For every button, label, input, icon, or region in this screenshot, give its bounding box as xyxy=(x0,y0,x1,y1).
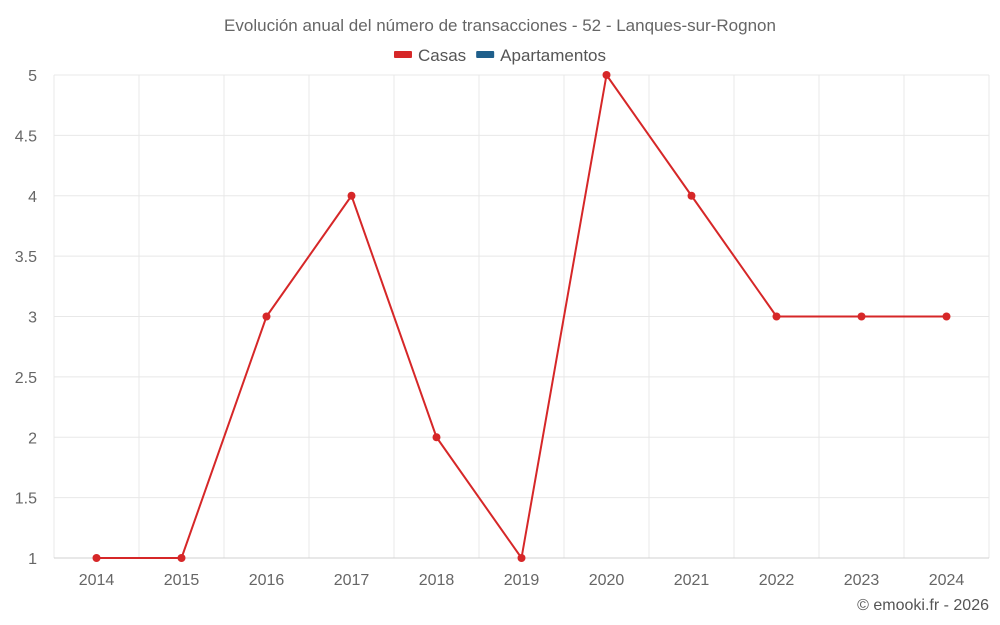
x-tick-label: 2020 xyxy=(589,572,625,589)
y-tick-label: 3 xyxy=(28,310,37,327)
y-tick-label: 1.5 xyxy=(15,491,37,508)
legend-swatch xyxy=(476,51,495,58)
x-tick-label: 2018 xyxy=(419,572,455,589)
x-tick-label: 2014 xyxy=(79,572,115,589)
x-tick-label: 2023 xyxy=(844,572,880,589)
y-tick-label: 2 xyxy=(28,430,37,447)
legend-label: Apartamentos xyxy=(500,46,606,65)
credit-text: © emooki.fr - 2026 xyxy=(857,597,989,614)
legend-item-apartamentos[interactable]: Apartamentos xyxy=(476,46,606,65)
y-axis-ticks: 1 1.5 2 2.5 3 3.5 4 4.5 5 xyxy=(15,68,37,568)
x-tick-label: 2019 xyxy=(504,572,540,589)
y-tick-label: 1 xyxy=(28,551,37,568)
chart-title: Evolución anual del número de transaccio… xyxy=(224,16,776,35)
data-point[interactable] xyxy=(772,312,781,321)
y-tick-label: 4.5 xyxy=(15,128,37,145)
data-point[interactable] xyxy=(942,312,951,321)
y-tick-label: 4 xyxy=(28,189,37,206)
y-tick-label: 2.5 xyxy=(15,370,37,387)
legend-swatch xyxy=(393,51,412,58)
data-point[interactable] xyxy=(177,554,186,562)
legend: Casas Apartamentos xyxy=(393,46,606,65)
y-gridlines xyxy=(54,74,989,559)
data-point[interactable] xyxy=(262,312,271,321)
x-tick-label: 2017 xyxy=(334,572,370,589)
series-layer xyxy=(92,71,951,562)
data-point[interactable] xyxy=(602,71,611,79)
y-tick-label: 3.5 xyxy=(15,249,37,266)
x-tick-label: 2021 xyxy=(674,572,710,589)
data-point[interactable] xyxy=(687,191,696,200)
data-point[interactable] xyxy=(92,554,101,562)
x-tick-label: 2016 xyxy=(249,572,285,589)
x-tick-label: 2015 xyxy=(164,572,200,589)
data-point[interactable] xyxy=(517,554,526,562)
x-tick-label: 2024 xyxy=(929,572,965,589)
y-tick-label: 5 xyxy=(28,68,37,85)
data-point[interactable] xyxy=(432,433,441,442)
x-tick-label: 2022 xyxy=(759,572,795,589)
legend-item-casas[interactable]: Casas xyxy=(393,46,466,65)
data-point[interactable] xyxy=(857,312,866,321)
x-axis-ticks: 2014 2015 2016 2017 2018 2019 2020 2021 2022 2023… xyxy=(79,572,965,589)
data-point[interactable] xyxy=(347,191,356,200)
legend-label: Casas xyxy=(418,46,466,65)
